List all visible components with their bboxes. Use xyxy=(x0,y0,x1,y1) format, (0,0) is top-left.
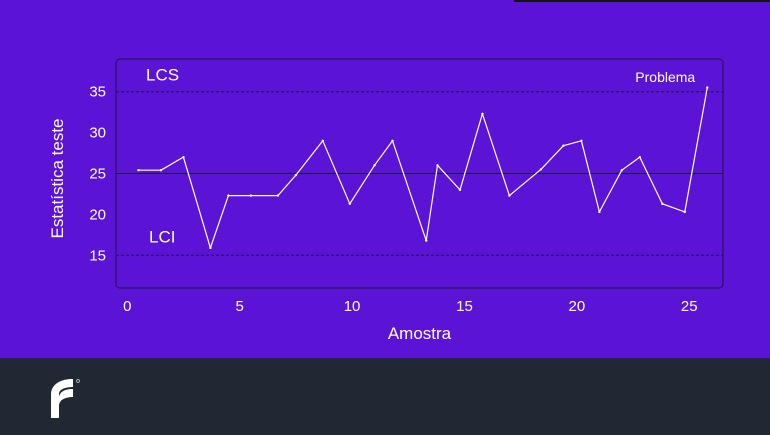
y-axis-label: Estatística teste xyxy=(48,119,67,239)
x-tick-label: 10 xyxy=(344,298,361,315)
data-point xyxy=(458,188,462,192)
data-point xyxy=(562,144,565,147)
footer-bar xyxy=(0,358,770,435)
data-point xyxy=(137,169,140,172)
top-divider xyxy=(514,0,770,2)
x-tick-label: 5 xyxy=(235,298,243,315)
data-point xyxy=(481,112,484,115)
data-point xyxy=(598,210,601,214)
data-point xyxy=(425,239,428,242)
x-tick-label: 25 xyxy=(681,298,698,315)
problem-annotation: Problema xyxy=(635,69,695,85)
data-point xyxy=(661,202,664,205)
data-point xyxy=(321,139,325,142)
x-tick-label: 15 xyxy=(456,298,473,315)
x-axis-label: Amostra xyxy=(388,324,452,343)
data-point xyxy=(159,169,163,172)
series-line xyxy=(138,87,708,249)
x-tick-label: 20 xyxy=(569,298,586,315)
data-point xyxy=(580,139,583,142)
data-point xyxy=(436,164,439,167)
brand-logo-icon xyxy=(51,379,80,418)
data-point xyxy=(706,86,709,89)
chart-panel xyxy=(0,0,770,358)
control-chart: 0 5 10 15 20 25 15 20 25 30 35 LCS LCI Problema Am… xyxy=(48,58,724,343)
y-tick-label: 25 xyxy=(89,166,106,183)
y-tick-label: 35 xyxy=(89,84,106,101)
data-point xyxy=(276,194,280,197)
data-point xyxy=(539,168,543,171)
y-tick-label: 20 xyxy=(89,206,106,223)
ucl-label: LCS xyxy=(146,66,179,85)
data-point xyxy=(182,155,185,159)
data-point xyxy=(249,194,253,197)
data-point xyxy=(373,164,376,167)
x-tick-label: 0 xyxy=(123,298,131,315)
y-tick-label: 30 xyxy=(89,125,106,142)
data-point xyxy=(391,139,394,142)
data-point xyxy=(508,194,511,197)
data-points xyxy=(137,86,709,250)
data-point xyxy=(209,246,212,250)
data-point xyxy=(683,210,686,214)
data-point xyxy=(348,202,352,205)
data-point xyxy=(294,173,298,177)
data-point xyxy=(620,169,624,172)
limit-lines xyxy=(116,91,723,256)
data-point xyxy=(638,155,642,159)
lcl-label: LCI xyxy=(149,227,175,246)
axis-ticks: 0 5 10 15 20 25 15 20 25 30 35 xyxy=(89,84,697,315)
data-point xyxy=(227,194,230,197)
y-tick-label: 15 xyxy=(89,247,106,264)
